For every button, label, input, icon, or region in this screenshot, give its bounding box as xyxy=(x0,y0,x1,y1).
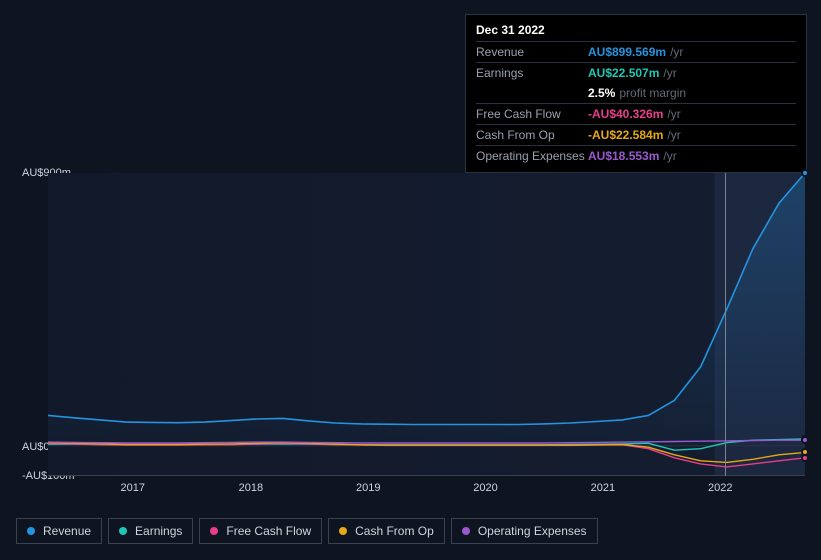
tooltip-row: 2.5%profit margin xyxy=(476,83,796,103)
tooltip-row: Free Cash Flow-AU$40.326m/yr xyxy=(476,103,796,124)
tooltip-row: Operating ExpensesAU$18.553m/yr xyxy=(476,145,796,166)
legend-dot-icon xyxy=(27,527,35,535)
x-axis-label: 2017 xyxy=(121,482,145,494)
x-axis-label: 2020 xyxy=(473,482,497,494)
tooltip-title: Dec 31 2022 xyxy=(476,23,796,37)
chart-hover-line xyxy=(725,173,726,476)
chart-tooltip: Dec 31 2022 RevenueAU$899.569m/yrEarning… xyxy=(465,14,807,173)
series-end-marker xyxy=(801,436,809,444)
tooltip-label: Free Cash Flow xyxy=(476,107,588,121)
series-end-marker xyxy=(801,169,809,177)
chart-container: AU$900mAU$0-AU$100m 20172018201920202021… xyxy=(16,165,805,480)
x-axis-label: 2021 xyxy=(591,482,615,494)
tooltip-label: Revenue xyxy=(476,45,588,59)
legend-label: Revenue xyxy=(43,524,91,538)
tooltip-label: Earnings xyxy=(476,66,588,80)
tooltip-value: -AU$40.326m/yr xyxy=(588,107,796,121)
x-axis-label: 2019 xyxy=(356,482,380,494)
tooltip-value: -AU$22.584m/yr xyxy=(588,128,796,142)
tooltip-row: EarningsAU$22.507m/yr xyxy=(476,62,796,83)
x-axis-label: 2018 xyxy=(239,482,263,494)
tooltip-value: AU$18.553m/yr xyxy=(588,149,796,163)
tooltip-label: Operating Expenses xyxy=(476,149,588,163)
tooltip-label: Cash From Op xyxy=(476,128,588,142)
y-axis-label: AU$0 xyxy=(22,441,50,453)
legend-dot-icon xyxy=(339,527,347,535)
tooltip-value: 2.5%profit margin xyxy=(588,86,796,100)
tooltip-row: Cash From Op-AU$22.584m/yr xyxy=(476,124,796,145)
legend-label: Cash From Op xyxy=(355,524,434,538)
tooltip-label xyxy=(476,86,588,100)
tooltip-value: AU$899.569m/yr xyxy=(588,45,796,59)
legend-item-cash-from-op[interactable]: Cash From Op xyxy=(328,518,445,544)
legend-label: Free Cash Flow xyxy=(226,524,311,538)
chart-legend: Revenue Earnings Free Cash Flow Cash From O… xyxy=(16,518,598,544)
legend-item-operating-expenses[interactable]: Operating Expenses xyxy=(451,518,598,544)
legend-item-revenue[interactable]: Revenue xyxy=(16,518,102,544)
legend-item-free-cash-flow[interactable]: Free Cash Flow xyxy=(199,518,322,544)
legend-item-earnings[interactable]: Earnings xyxy=(108,518,193,544)
x-axis-label: 2022 xyxy=(708,482,732,494)
legend-dot-icon xyxy=(210,527,218,535)
tooltip-rows: RevenueAU$899.569m/yrEarningsAU$22.507m/… xyxy=(476,41,796,166)
tooltip-row: RevenueAU$899.569m/yr xyxy=(476,41,796,62)
legend-dot-icon xyxy=(119,527,127,535)
chart-plot[interactable] xyxy=(48,173,805,476)
tooltip-value: AU$22.507m/yr xyxy=(588,66,796,80)
legend-label: Earnings xyxy=(135,524,182,538)
legend-dot-icon xyxy=(462,527,470,535)
legend-label: Operating Expenses xyxy=(478,524,587,538)
